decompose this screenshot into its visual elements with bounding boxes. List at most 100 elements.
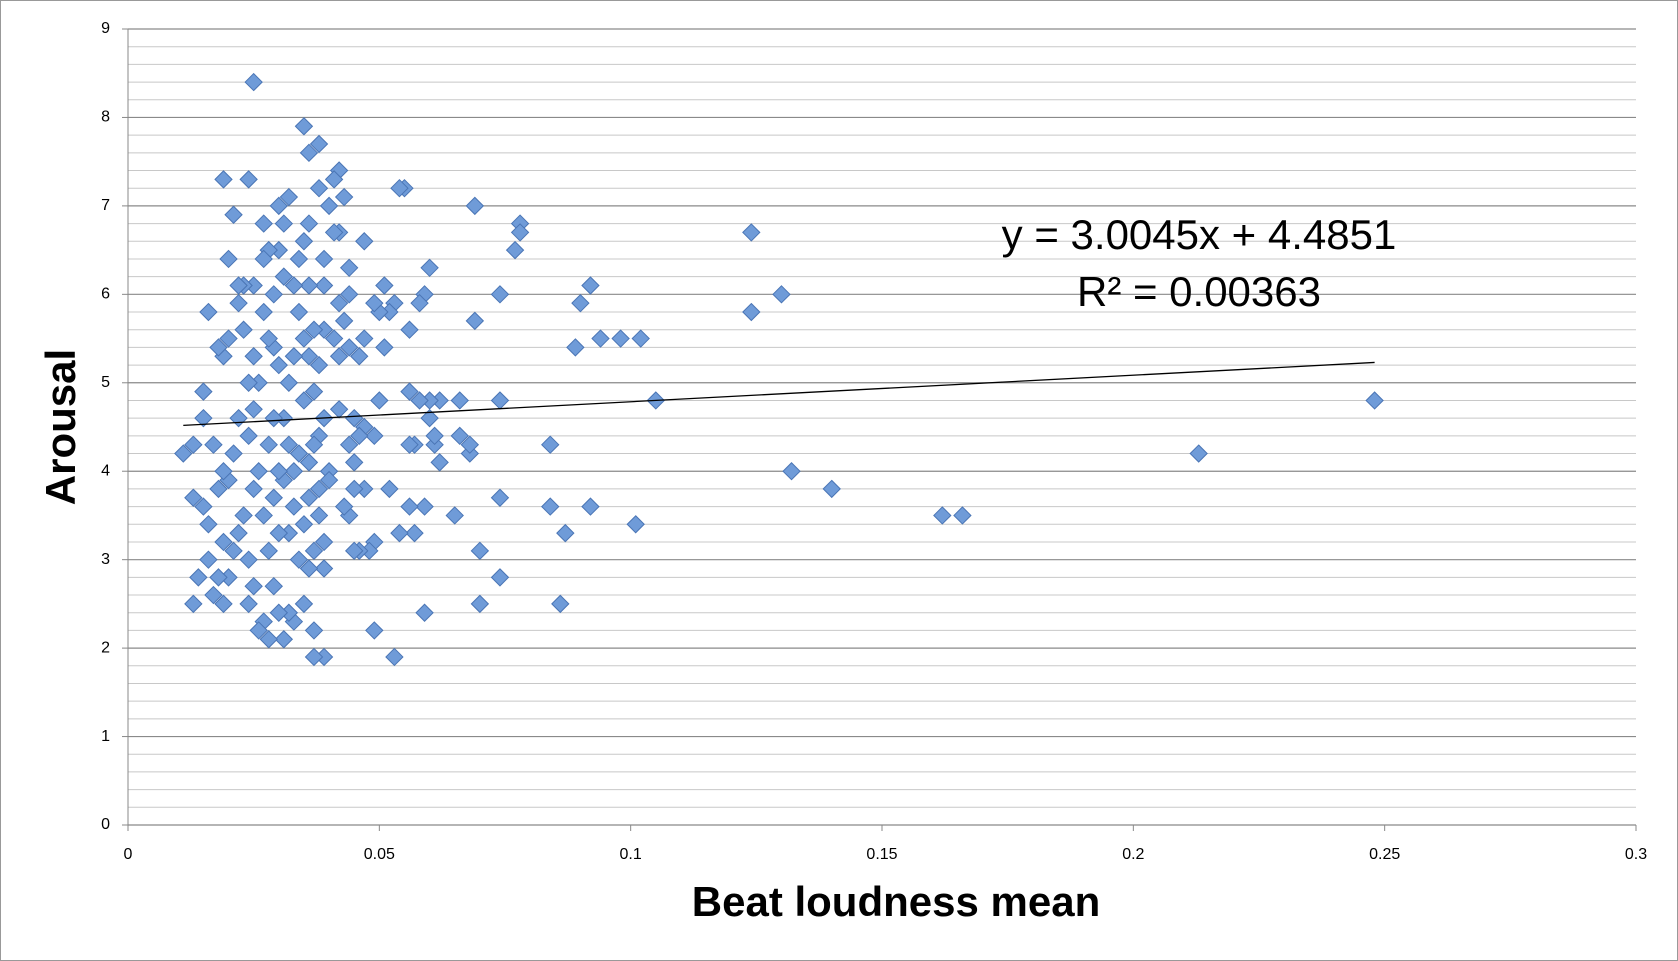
point	[470, 594, 490, 614]
point	[365, 293, 384, 313]
point	[299, 559, 319, 578]
point	[189, 568, 208, 587]
point	[204, 585, 223, 605]
point	[214, 594, 233, 614]
point	[224, 205, 243, 224]
point	[309, 178, 329, 198]
point	[314, 249, 334, 269]
point	[380, 479, 399, 499]
point	[224, 444, 243, 463]
point	[184, 488, 203, 507]
point	[420, 408, 439, 428]
point	[239, 170, 258, 189]
point	[214, 170, 233, 189]
point	[194, 497, 213, 516]
point	[339, 285, 359, 304]
point	[234, 320, 253, 339]
point	[304, 435, 324, 454]
point	[299, 488, 319, 507]
point	[264, 408, 283, 428]
x-tick-label: 0.1	[620, 846, 642, 863]
point	[244, 347, 263, 366]
point	[1189, 444, 1208, 463]
point	[249, 462, 268, 481]
point	[344, 453, 364, 472]
y-tick-label: 2	[101, 639, 110, 656]
point	[184, 435, 203, 454]
point	[229, 523, 248, 543]
point	[209, 338, 228, 357]
y-tick-label: 8	[101, 109, 110, 126]
point	[350, 347, 369, 366]
point	[445, 506, 464, 525]
point	[279, 373, 299, 392]
point	[269, 196, 289, 216]
point	[309, 506, 329, 525]
point	[400, 435, 419, 454]
point	[390, 178, 409, 198]
y-axis-title: Arousal	[37, 349, 84, 505]
point	[591, 329, 610, 348]
point	[194, 382, 213, 401]
point	[541, 497, 560, 516]
point	[269, 355, 289, 375]
point	[269, 603, 289, 622]
point	[289, 249, 309, 269]
point	[199, 550, 218, 569]
point	[365, 621, 384, 640]
point	[415, 603, 434, 622]
point	[410, 293, 429, 313]
point	[279, 435, 299, 454]
point	[420, 258, 439, 278]
point	[344, 541, 364, 561]
point	[390, 523, 409, 543]
point	[933, 506, 952, 525]
y-tick-label: 7	[101, 197, 110, 214]
point	[631, 329, 650, 348]
point	[279, 187, 299, 207]
point	[334, 187, 354, 207]
point	[541, 435, 560, 454]
point	[269, 462, 289, 481]
point	[339, 258, 359, 278]
point	[772, 285, 791, 304]
x-tick-label: 0.15	[866, 846, 897, 863]
point	[259, 435, 278, 454]
point	[219, 329, 238, 348]
point	[274, 267, 294, 286]
point	[289, 302, 309, 322]
y-tick-label: 4	[101, 462, 110, 479]
point	[199, 515, 218, 534]
point	[405, 523, 424, 543]
point	[284, 276, 304, 295]
point	[294, 594, 314, 614]
point	[304, 382, 324, 401]
point	[490, 285, 510, 304]
point	[319, 470, 339, 490]
point	[1365, 391, 1384, 410]
point	[229, 408, 248, 428]
point	[194, 408, 213, 428]
point	[219, 249, 238, 269]
point	[314, 532, 334, 552]
point	[309, 134, 329, 154]
y-tick-label: 0	[101, 816, 110, 833]
point	[234, 506, 253, 525]
point	[309, 355, 329, 375]
point	[284, 347, 304, 366]
point	[229, 276, 248, 295]
point	[289, 550, 309, 569]
point	[370, 391, 389, 410]
point	[556, 523, 575, 543]
point	[505, 240, 525, 260]
point	[355, 232, 374, 251]
point	[239, 550, 258, 569]
point	[430, 453, 449, 472]
point	[344, 479, 364, 499]
point	[184, 594, 203, 614]
point	[581, 497, 600, 516]
point	[460, 435, 480, 454]
